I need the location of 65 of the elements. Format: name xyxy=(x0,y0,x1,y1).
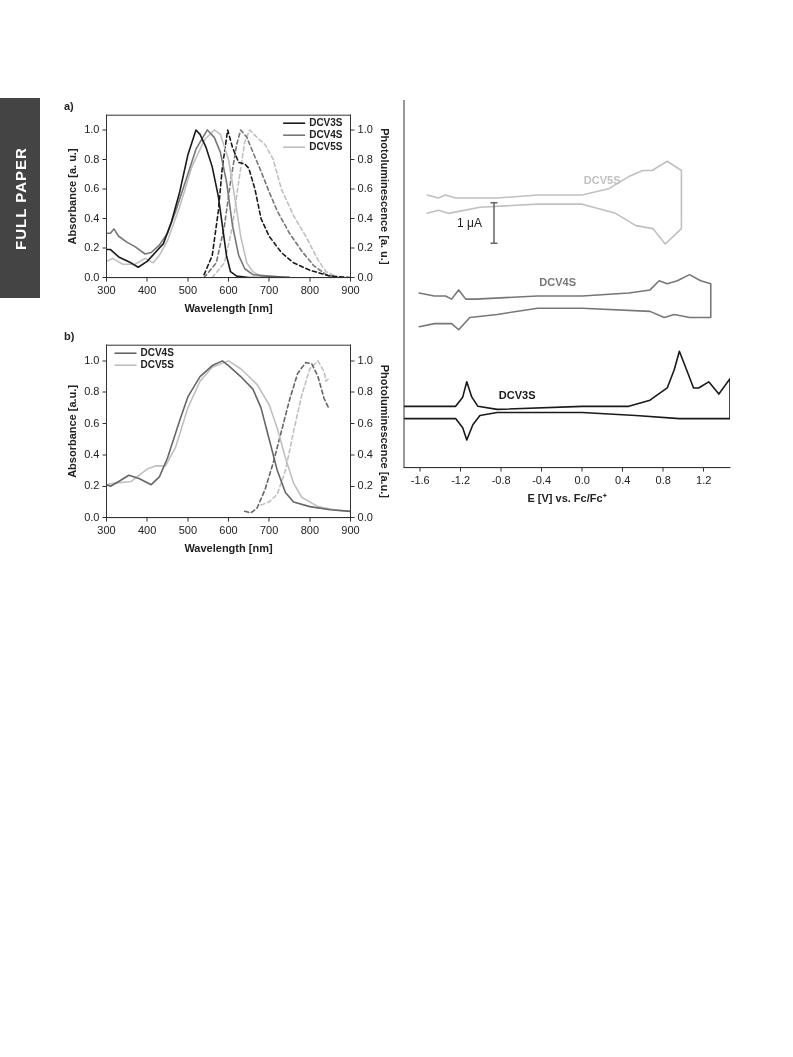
x-tick-label: -0.4 xyxy=(532,474,552,487)
y-tick-label: 0.6 xyxy=(84,182,100,195)
x-tick-label: 300 xyxy=(97,284,116,297)
y2-tick-label: 0.8 xyxy=(357,152,373,165)
x-tick-label: 0.0 xyxy=(574,474,590,487)
y2-tick-label: 1.0 xyxy=(357,122,373,135)
y2-tick-label: 0.2 xyxy=(357,241,373,254)
x-tick-label: 700 xyxy=(259,284,279,297)
x-tick-label: 600 xyxy=(219,284,238,297)
x-tick-label: 700 xyxy=(259,524,279,537)
legend-label: DCV5S xyxy=(309,140,343,152)
x-tick-label: 400 xyxy=(137,524,157,537)
x-tick-label: -0.8 xyxy=(491,474,511,487)
y-tick-label: 0.0 xyxy=(84,510,100,523)
y-tick-label: 0.2 xyxy=(84,479,100,492)
x-tick-label: -1.2 xyxy=(451,474,471,487)
y2-tick-label: 0.0 xyxy=(357,510,373,523)
x-tick-label: 500 xyxy=(178,524,198,537)
y-tick-label: 0.4 xyxy=(84,211,100,224)
y2-tick-label: 0.8 xyxy=(357,385,373,398)
x-tick-label: 900 xyxy=(341,284,360,297)
x-tick-label: 1.2 xyxy=(696,474,712,487)
series-label: DCV3S xyxy=(498,388,536,401)
y2-tick-label: 0.4 xyxy=(357,211,373,224)
annotation: 1 μA xyxy=(457,216,482,231)
y-tick-label: 0.4 xyxy=(84,447,100,460)
y2-tick-label: 0.6 xyxy=(357,182,373,195)
y-axis-title: Absorbance [a. u.] xyxy=(65,148,78,245)
legend-label: DCV4S xyxy=(140,346,175,358)
y2-tick-label: 0.0 xyxy=(357,270,373,283)
y2-tick-label: 0.4 xyxy=(357,447,373,460)
text: FULL PAPER xyxy=(11,146,29,250)
x-tick-label: 500 xyxy=(178,284,198,297)
x-tick-label: 0.8 xyxy=(655,474,671,487)
x-axis-title: Wavelength [nm] xyxy=(184,542,273,555)
x-tick-label: 800 xyxy=(300,284,320,297)
y-tick-label: 0.8 xyxy=(84,152,100,165)
y-tick-label: 0.8 xyxy=(84,385,100,398)
y-tick-label: 0.2 xyxy=(84,241,100,254)
legend-label: DCV4S xyxy=(309,128,343,140)
x-tick-label: 0.4 xyxy=(615,474,631,487)
y2-tick-label: 1.0 xyxy=(357,353,373,366)
y-tick-label: 1.0 xyxy=(84,122,100,135)
y2-tick-label: 0.6 xyxy=(357,416,373,429)
x-tick-label: -1.6 xyxy=(410,474,430,487)
x-tick-label: 300 xyxy=(97,524,116,537)
series-label: DCV5S xyxy=(583,174,621,187)
x-tick-label: 800 xyxy=(300,524,320,537)
x-tick-label: 600 xyxy=(219,524,238,537)
y2-axis-title: Photoluminescence [a.u.] xyxy=(379,364,392,499)
legend-label: DCV3S xyxy=(309,116,343,128)
y-axis-title: Absorbance [a.u.] xyxy=(65,384,78,478)
chart-title: b) xyxy=(64,329,75,342)
x-axis-title: E [V] vs. Fc/Fc⁺ xyxy=(527,492,607,505)
y-tick-label: 0.0 xyxy=(84,270,100,283)
y-tick-label: 0.6 xyxy=(84,416,100,429)
legend-label: DCV5S xyxy=(140,358,175,370)
x-tick-label: 400 xyxy=(137,284,157,297)
y2-tick-label: 0.2 xyxy=(357,479,373,492)
x-tick-label: 900 xyxy=(341,524,360,537)
y2-axis-title: Photoluminescence [a. u.] xyxy=(379,128,392,265)
chart-title: a) xyxy=(64,99,75,112)
series-label: DCV4S xyxy=(539,275,576,288)
x-axis-title: Wavelength [nm] xyxy=(184,302,273,315)
y-tick-label: 1.0 xyxy=(84,353,100,366)
